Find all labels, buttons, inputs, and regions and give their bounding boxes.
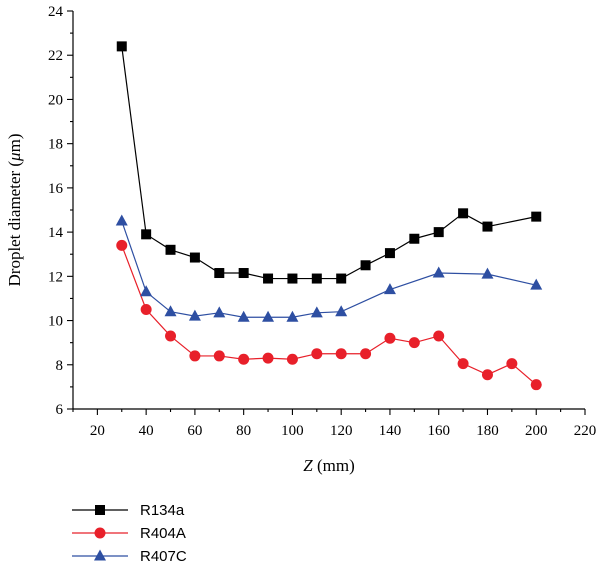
y-tick-label: 14 (48, 225, 64, 241)
x-tick-label: 100 (281, 423, 304, 439)
data-point-r407c (188, 309, 201, 321)
series-group (115, 41, 543, 391)
data-point-r134a (238, 268, 249, 279)
data-point-r404a (238, 353, 250, 365)
data-point-r134a (116, 41, 127, 52)
legend-label-r407c: R407C (140, 548, 187, 565)
y-tick-label: 12 (48, 269, 63, 285)
x-tick-label: 60 (187, 423, 202, 439)
y-tick-label: 16 (48, 181, 64, 197)
data-point-r404a (360, 348, 372, 360)
data-point-r134a (433, 227, 444, 238)
y-tick-label: 24 (48, 4, 64, 20)
y-tick-label: 10 (48, 314, 63, 330)
data-point-r134a (141, 229, 152, 240)
series-line-r407c (121, 220, 537, 318)
x-tick-label: 80 (236, 423, 251, 439)
legend-marker-r404a (94, 527, 106, 539)
data-point-r404a (140, 304, 152, 315)
y-tick-label: 18 (48, 137, 63, 153)
data-point-r407c (432, 266, 445, 278)
data-point-r407c (237, 310, 250, 322)
data-point-r404a (165, 330, 177, 342)
legend-label-r134a: R134a (140, 502, 185, 519)
data-point-r134a (214, 268, 225, 279)
x-tick-label: 20 (90, 423, 105, 439)
data-point-r134a (165, 244, 176, 255)
legend-marker-r134a (95, 505, 105, 515)
data-point-r134a (458, 208, 469, 219)
data-point-r404a (262, 352, 274, 364)
data-point-r134a (336, 273, 347, 284)
data-point-r134a (263, 273, 274, 284)
data-point-r407c (286, 310, 299, 322)
x-axis-title: Z (mm) (303, 456, 355, 475)
y-axis-title: Droplet diameter (μm) (5, 134, 24, 287)
data-point-r134a (482, 221, 493, 232)
data-point-r407c (115, 214, 128, 226)
data-point-r407c (335, 305, 348, 317)
legend: R134a R404A R407C (72, 502, 187, 565)
y-tick-label: 8 (56, 358, 64, 374)
x-tick-label: 180 (476, 423, 499, 439)
series-line-r134a (121, 46, 537, 280)
data-point-r134a (360, 260, 371, 271)
data-point-r407c (164, 305, 177, 317)
x-tick-label: 160 (427, 423, 450, 439)
data-point-r404a (116, 239, 128, 251)
data-point-r134a (311, 273, 322, 284)
data-point-r407c (530, 278, 543, 290)
series-line-r404a (121, 245, 537, 386)
y-tick-label: 6 (56, 402, 64, 418)
axis-ticks: 20 40 60 80 100 120 140 160 180 200 220 6 8 10 12 14 16 1… (48, 4, 596, 439)
data-point-r404a (433, 330, 445, 342)
x-tick-label: 40 (139, 423, 154, 439)
data-point-r134a (384, 248, 395, 259)
data-point-r407c (262, 310, 275, 322)
data-point-r404a (335, 348, 347, 360)
x-tick-label: 200 (525, 423, 548, 439)
data-point-r407c (140, 285, 153, 297)
data-point-r407c (481, 267, 494, 279)
legend-label-r404a: R404A (140, 525, 186, 542)
y-tick-label: 20 (48, 92, 63, 108)
data-point-r134a (287, 273, 298, 284)
data-point-r404a (311, 348, 323, 360)
data-point-r404a (481, 369, 493, 381)
data-point-r404a (384, 332, 396, 344)
data-point-r404a (189, 350, 201, 362)
data-point-r407c (213, 306, 226, 318)
y-tick-label: 22 (48, 48, 63, 64)
data-point-r134a (409, 233, 420, 244)
data-point-r404a (213, 350, 225, 362)
data-point-r404a (457, 358, 469, 370)
x-tick-label: 220 (574, 423, 597, 439)
data-point-r404a (286, 353, 298, 365)
data-point-r404a (530, 379, 542, 391)
data-point-r407c (383, 283, 396, 295)
x-tick-label: 140 (379, 423, 402, 439)
data-point-r407c (310, 306, 323, 318)
x-tick-label: 120 (330, 423, 353, 439)
data-point-r404a (408, 337, 420, 349)
data-point-r404a (506, 358, 518, 370)
legend-marker-r407c (94, 549, 106, 561)
data-point-r134a (189, 252, 200, 263)
data-point-r134a (531, 211, 542, 222)
